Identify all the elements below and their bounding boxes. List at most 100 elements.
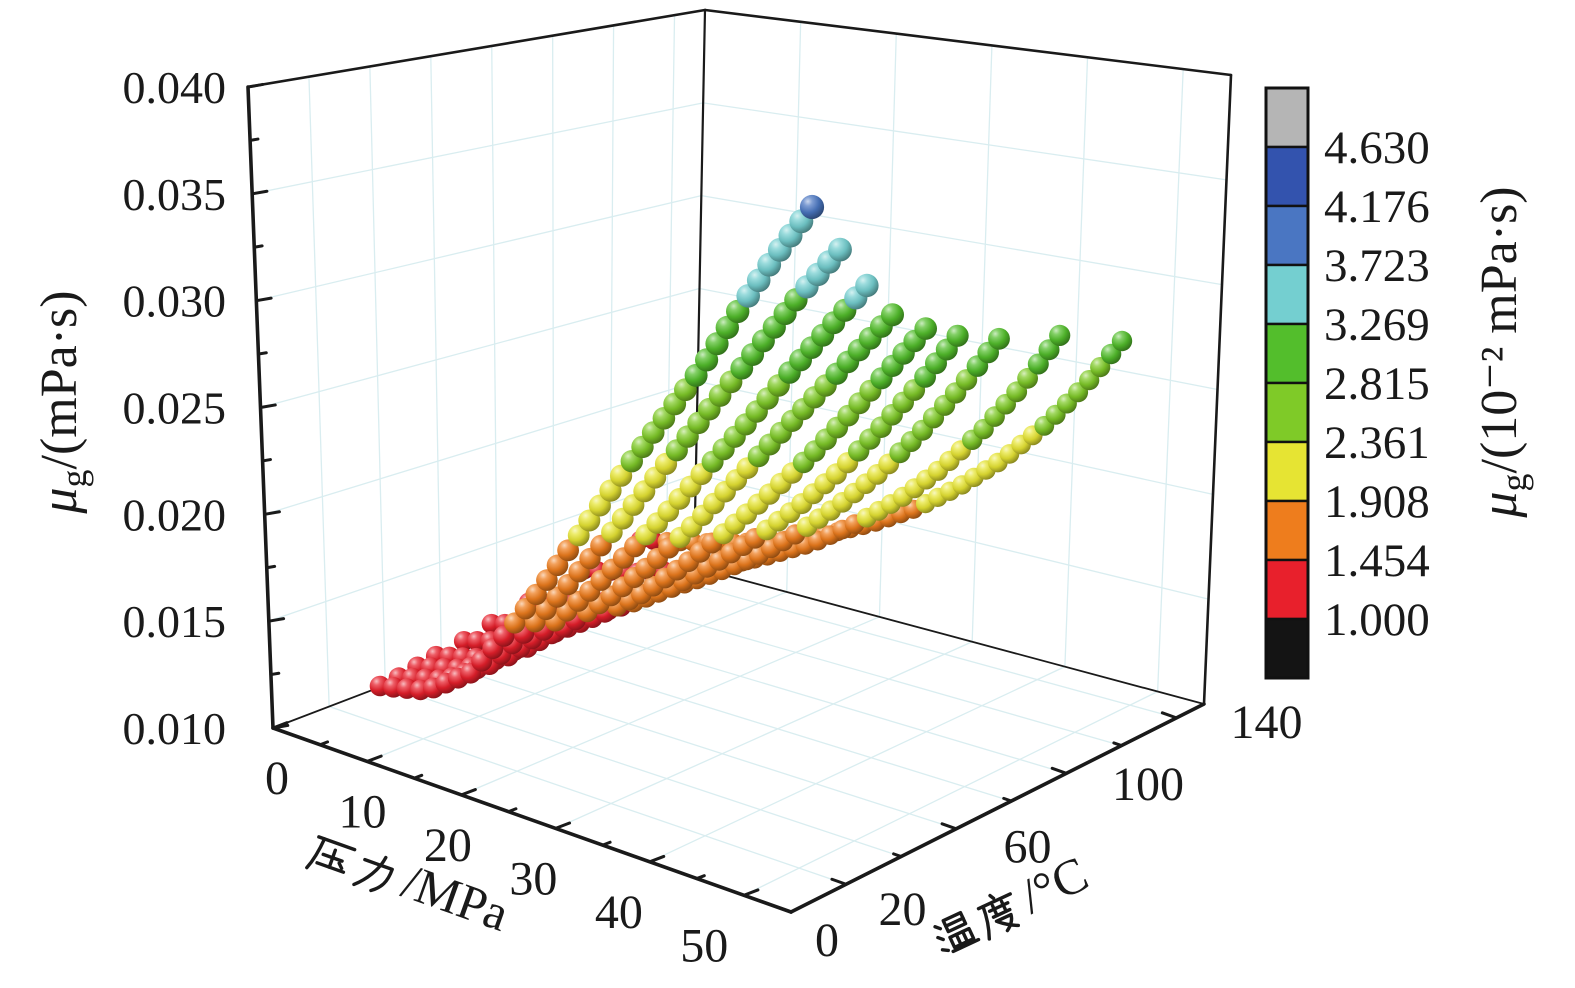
colorbar-segment (1264, 145, 1310, 208)
data-point (1111, 330, 1133, 352)
cjk-stroke (352, 855, 388, 887)
y-axis-title-cjk-度 (976, 892, 1021, 941)
floor-grid-line (743, 690, 1159, 896)
colorbar-border (1264, 86, 1310, 680)
cjk-stroke (940, 948, 950, 953)
right-wall-grid-line (697, 380, 1214, 495)
colorbar-tick-label: 4.630 (1324, 122, 1430, 174)
cjk-stroke (363, 857, 394, 893)
z-tick-label: 0.020 (123, 489, 227, 540)
x-tick-label: 0 (265, 752, 289, 805)
data-point (1027, 353, 1049, 375)
floor-grid-line (366, 591, 788, 763)
left-wall-grid-line (308, 76, 330, 708)
cjk-stroke (999, 899, 1008, 913)
floor-grid-line (384, 684, 902, 858)
colorbar-title: μg/(10⁻² mPa·s) (1471, 186, 1534, 518)
y-tick-label: 140 (1230, 696, 1302, 749)
colorbar-labels: 4.630 4.176 3.723 3.269 2.815 2.361 1.908 1.454… (1324, 122, 1430, 646)
cjk-stroke (321, 852, 344, 863)
x-tick-labels: 0 10 20 30 40 50 (265, 752, 728, 972)
colorbar-tick-label: 2.361 (1324, 417, 1430, 469)
colorbar-tick-label: 1.454 (1324, 535, 1430, 587)
y-major-tick (775, 905, 793, 914)
y-tick-labels: 0 20 60 100 140 (815, 696, 1302, 967)
colorbar-segment (1264, 440, 1310, 503)
x-major-tick (271, 721, 289, 730)
cbar-title-sub: g (1494, 474, 1534, 492)
left-wall-grid-line (251, 102, 704, 195)
left-wall-grid-line (491, 45, 499, 643)
z-minor-tick (256, 351, 268, 356)
x-major-tick (648, 854, 666, 864)
colorbar-segment (1264, 322, 1310, 385)
data-point (946, 324, 969, 347)
floor-grid-line (496, 641, 1012, 802)
z-minor-tick (269, 671, 281, 677)
y-major-tick (940, 822, 958, 831)
y-minor-tick (892, 852, 903, 859)
data-point (988, 327, 1010, 350)
z-title-sub: g (54, 469, 94, 487)
right-wall-edge (1202, 73, 1233, 706)
right-wall-grid-line (702, 102, 1228, 181)
colorbar-tick-label: 1.908 (1324, 476, 1430, 528)
y-tick-label: 60 (1004, 821, 1052, 874)
cbar-title-mu: μ (1471, 492, 1528, 519)
floor-grid-line (328, 705, 847, 885)
left-wall-grid-line (255, 195, 702, 302)
data-point (546, 554, 569, 577)
z-major-tick (263, 510, 281, 516)
x-tick-label: 40 (595, 886, 643, 939)
cjk-stroke (337, 861, 344, 871)
cjk-stroke (305, 837, 327, 870)
x-axis-title: 压力 /MPa (305, 835, 516, 942)
cjk-stroke (991, 907, 1012, 919)
x-major-tick (742, 888, 760, 897)
z-major-tick (250, 189, 269, 196)
floor-grid-line (609, 598, 1123, 747)
cjk-stroke (981, 904, 992, 941)
z-major-tick (246, 82, 265, 89)
z-tick-labels: 0.010 0.015 0.020 0.025 0.030 0.035 0.040 (123, 62, 227, 754)
data-point (828, 237, 852, 262)
right-wall-grid-line (695, 473, 1210, 600)
colorbar-tick-label: 1.000 (1324, 594, 1430, 646)
y-axis-title-cjk-温 (933, 910, 981, 954)
left-wall-grid-line (552, 35, 555, 622)
floor-grid-line (554, 641, 973, 830)
colorbar-tick-label: 3.723 (1324, 240, 1430, 292)
cjk-stroke (960, 929, 970, 944)
data-points (369, 194, 1133, 701)
right-wall-grid-line (700, 195, 1223, 286)
z-tick-label: 0.010 (123, 703, 227, 754)
floor-grid-line (440, 662, 957, 830)
cjk-stroke (315, 861, 346, 874)
z-major-tick (259, 403, 277, 409)
colorbar-segment (1264, 499, 1310, 562)
z-minor-tick (252, 244, 264, 249)
left-wall-grid-line (369, 65, 386, 686)
left-wall-grid-line (264, 380, 699, 515)
colorbar (1264, 86, 1310, 680)
right-wall-grid-line (1156, 68, 1184, 693)
y-tick-label: 20 (878, 883, 926, 936)
cjk-stroke (941, 910, 968, 934)
colorbar-segment (1264, 381, 1310, 444)
data-point (1049, 324, 1071, 346)
floor-grid-line (649, 665, 1066, 863)
z-major-tick (267, 617, 286, 623)
colorbar-tick-label: 4.176 (1324, 181, 1430, 233)
colorbar-segment (1264, 86, 1310, 149)
y-minor-tick (1112, 741, 1123, 748)
z-tick-label: 0.035 (123, 169, 227, 220)
series-0C (369, 194, 825, 701)
y-major-tick (830, 877, 848, 886)
z-title-mu: μ (31, 487, 88, 514)
x-tick-label: 20 (424, 819, 472, 872)
data-point (881, 303, 904, 327)
wall-gridlines (251, 14, 1228, 896)
x-minor-tick (506, 807, 518, 814)
x-tick-label: 30 (509, 852, 557, 905)
z-tick-label: 0.015 (123, 596, 227, 647)
